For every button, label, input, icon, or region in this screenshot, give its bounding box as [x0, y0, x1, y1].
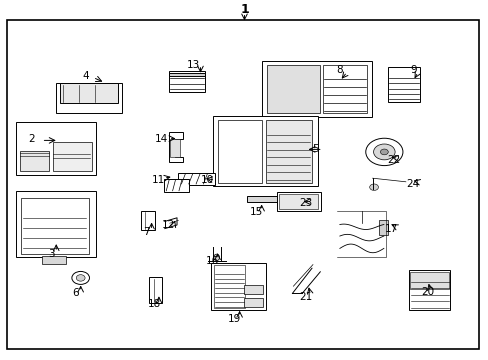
Circle shape — [373, 144, 394, 160]
Text: 15: 15 — [249, 207, 263, 217]
Text: 10: 10 — [201, 175, 214, 185]
Circle shape — [72, 271, 89, 284]
Bar — [168, 71, 205, 92]
Bar — [279, 194, 318, 209]
Text: 7: 7 — [143, 227, 150, 237]
Bar — [170, 139, 180, 157]
Bar — [20, 151, 49, 171]
Text: 17: 17 — [384, 224, 397, 234]
Text: 3: 3 — [48, 249, 55, 259]
Text: 1: 1 — [240, 3, 248, 15]
Bar — [276, 192, 320, 211]
Bar — [265, 120, 311, 183]
Bar — [409, 272, 448, 289]
Bar — [56, 83, 122, 113]
Text: 8: 8 — [336, 65, 343, 75]
Circle shape — [365, 138, 402, 166]
Text: 20: 20 — [421, 287, 433, 297]
Bar — [211, 263, 265, 310]
Text: 14: 14 — [154, 134, 168, 144]
Text: 13: 13 — [186, 60, 200, 70]
Circle shape — [76, 275, 85, 281]
Bar — [60, 83, 118, 103]
Bar — [178, 173, 215, 185]
Text: 12: 12 — [162, 220, 175, 230]
Text: 21: 21 — [298, 292, 312, 302]
Bar — [20, 198, 89, 254]
Text: 19: 19 — [227, 314, 241, 324]
Bar — [168, 73, 205, 76]
Bar — [261, 61, 371, 117]
Bar — [163, 179, 189, 192]
Bar — [41, 256, 66, 264]
Text: 24: 24 — [406, 179, 419, 189]
Bar — [214, 265, 244, 308]
Bar — [217, 120, 261, 183]
Bar — [141, 211, 154, 230]
Ellipse shape — [213, 254, 219, 261]
Circle shape — [369, 184, 378, 190]
Text: 23: 23 — [298, 198, 312, 208]
Bar — [378, 220, 387, 235]
Bar — [16, 122, 96, 175]
Bar — [244, 285, 263, 294]
Bar — [322, 65, 366, 113]
Text: 5: 5 — [311, 144, 318, 154]
Polygon shape — [168, 132, 183, 162]
Circle shape — [380, 149, 387, 155]
Bar — [387, 67, 419, 102]
Text: 22: 22 — [386, 155, 400, 165]
Bar — [244, 298, 263, 307]
Bar — [149, 277, 162, 303]
Text: 16: 16 — [205, 256, 219, 266]
Text: 2: 2 — [28, 134, 35, 144]
Bar — [408, 270, 449, 310]
Text: 4: 4 — [82, 71, 89, 81]
Bar — [247, 196, 277, 202]
Text: 6: 6 — [72, 288, 79, 298]
Bar — [212, 116, 317, 186]
Text: 11: 11 — [152, 175, 165, 185]
Bar — [53, 142, 92, 171]
Bar — [266, 65, 320, 113]
Text: 9: 9 — [409, 65, 416, 75]
Bar — [16, 191, 96, 257]
Text: 18: 18 — [147, 299, 161, 309]
